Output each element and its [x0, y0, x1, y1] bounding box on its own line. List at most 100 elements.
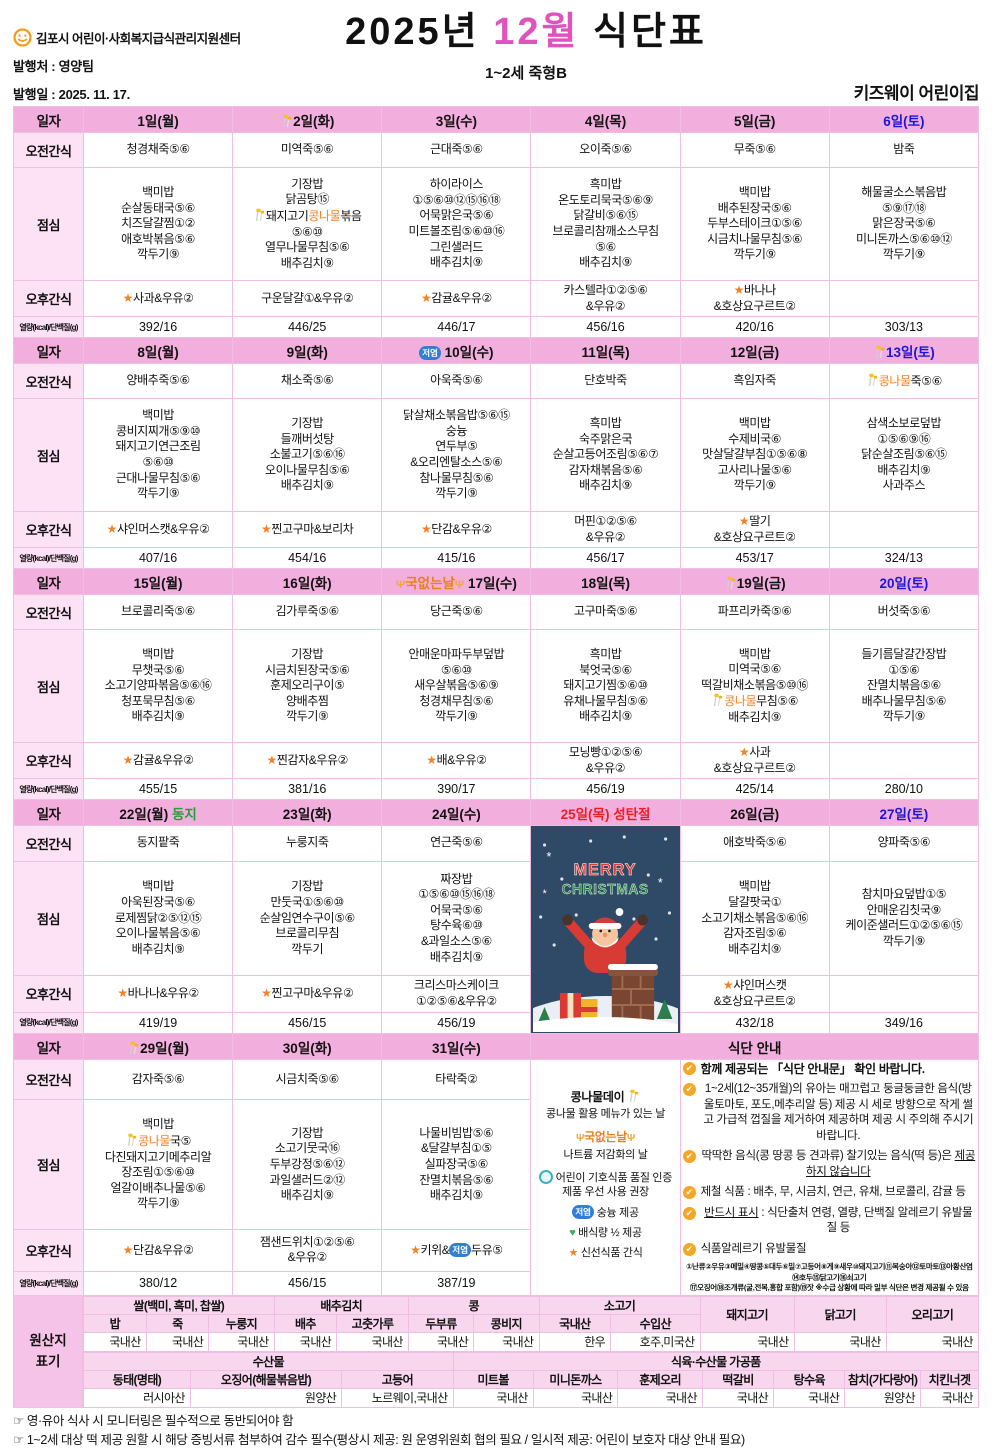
origin-group-header: 콩	[407, 1295, 540, 1315]
guide-check-item: ✔ 함께 제공되는 「식단 안내문」 확인 바랍니다.	[682, 1061, 976, 1077]
fresh-snack-star-icon: ★	[738, 513, 750, 528]
christmas-illustration: * * * MERRY CHRISTMAS	[533, 827, 678, 1032]
origin-group-header: 배추김치	[273, 1295, 409, 1315]
pm-snack-cell	[828, 280, 980, 317]
origin-value-cell: 국내산	[793, 1331, 887, 1352]
lunch-cell: 기장밥 소고기뭇국⑯ 두부강정⑤⑥⑫ 과일샐러드②⑫ 배추김치⑨	[232, 1099, 383, 1231]
row-label-kcal: 열량(kcal)/단백질(g)	[13, 547, 84, 569]
check-icon: ✔	[682, 1150, 696, 1164]
am-snack-cell: 김가루죽⑤⑥	[232, 594, 383, 630]
date-cell: 8일(월)	[82, 337, 234, 364]
footnote-2: ☞ 1~2세 대상 떡 제공 원할 시 해당 증빙서류 첨부하여 감수 필수(평…	[13, 1432, 745, 1447]
origin-row: 쌀(백미, 흑미, 찹쌀) 배추김치 콩 소고기 돼지고기 닭고기 오리고기	[83, 1295, 980, 1333]
origin-item-header: 동태(명태)	[83, 1369, 191, 1389]
origin-item-header: 미니돈까스	[532, 1369, 619, 1389]
kcal-cell: 425/14	[679, 778, 830, 800]
org-line: 김포시 어린이·사회복지급식관리지원센터	[13, 28, 268, 47]
lunch-cell: 기장밥 시금치된장국⑤⑥ 훈제오리구이⑤ 양배추찜 깍두기⑨	[232, 629, 383, 743]
row-label-am-snack: 오전간식	[13, 132, 84, 168]
lunch-cell: 백미밥 수제비국⑥ 맛살달걀부침①⑤⑥⑧ 고사리나물⑤⑥ 깍두기⑨	[679, 398, 830, 512]
fresh-snack-star-icon: ★	[568, 1247, 579, 1259]
fresh-snack-star-icon: ★	[420, 290, 432, 305]
menu-row: 점심 백미밥 순살동태국⑤⑥ 치즈달걀찜①② 애호박볶음⑤⑥ 깍두기⑨ 기장밥 닭곰탕⑮ 돼지고…	[13, 167, 980, 281]
origin-item-header: 두부류	[407, 1313, 475, 1333]
date-cell: 27일(토)	[828, 799, 980, 826]
date-cell: 31일(수)	[381, 1033, 532, 1060]
kcal-cell: 446/17	[381, 316, 532, 338]
no-soup-day-badge: Ψ국없는날Ψ	[395, 575, 465, 591]
pm-snack-cell: 머핀①②⑤⑥ &우유②	[530, 511, 681, 548]
sprout-icon	[127, 1133, 137, 1147]
origin-value-cell: 국내산	[407, 1331, 475, 1352]
sprout-icon	[630, 1089, 639, 1103]
origin-group-header: 닭고기	[793, 1295, 887, 1333]
row-label-date: 일자	[13, 106, 84, 133]
origin-group-header: 오리고기	[885, 1295, 980, 1333]
guide-legend-panel: 콩나물데이 콩나물 활용 메뉴가 있는 날 Ψ국없는날Ψ 나트륨 저감화의 날 어린…	[530, 1059, 681, 1296]
am-snack-cell: 연근죽⑤⑥	[381, 825, 532, 862]
am-snack-cell: 양배추죽⑤⑥	[82, 363, 234, 399]
kcal-cell: 456/17	[530, 547, 681, 569]
pm-snack-cell: ★샤인머스캣&우유②	[82, 511, 234, 548]
fresh-snack-star-icon: ★	[410, 1242, 421, 1257]
am-snack-cell: 단호박죽	[530, 363, 681, 399]
row-label-lunch: 점심	[13, 629, 84, 743]
date-cell: 20일(토)	[828, 568, 980, 595]
guide-checklist-panel: ✔ 함께 제공되는 「식단 안내문」 확인 바랍니다. ✔ 1~2세(12~35개월)…	[679, 1059, 980, 1296]
title-year: 2025년	[345, 11, 480, 53]
lunch-cell: 기장밥 닭곰탕⑮ 돼지고기콩나물볶음 ⑤⑥⑩ 열무나물무침⑤⑥ 배추김치⑨	[232, 167, 383, 281]
origin-value-cell: 국내산	[336, 1331, 409, 1352]
origin-value-cell: 러시아산	[83, 1387, 191, 1408]
date-cell: 26일(금)	[679, 799, 830, 826]
pm-snack-cell: ★샤인머스캣 &호상요구르트②	[679, 975, 830, 1013]
lunch-cell: 닭살채소볶음밥⑤⑥⑮ 숭늉 연두부⑤ &오리엔탈소스⑤⑥ 참나물무침⑤⑥ 깍두기⑨	[381, 398, 532, 512]
kcal-cell: 446/25	[232, 316, 383, 338]
row-label-pm-snack: 오후간식	[13, 742, 84, 779]
row-label-lunch: 점심	[13, 860, 84, 977]
am-snack-cell: 애호박죽⑤⑥	[679, 825, 830, 862]
menu-row: 일자 15일(월) 16일(화) Ψ국없는날Ψ 17일(수) 18일(목) 19일(금) 2…	[13, 568, 980, 595]
kcal-cell: 456/15	[232, 1011, 383, 1035]
row-label-lunch: 점심	[13, 167, 84, 281]
origin-value-cell: 원양산	[844, 1387, 922, 1408]
check-icon: ✔	[682, 1186, 696, 1200]
origin-table: 수산물 식육·수산물 가공품 동태(명태) 오징어(해물볶음밥) 고등어 미트볼 미니돈까스…	[83, 1351, 980, 1408]
am-snack-cell: 파프리카죽⑤⑥	[679, 594, 830, 630]
origin-value-cell: 국내산	[699, 1331, 795, 1352]
am-snack-cell: 양파죽⑤⑥	[828, 825, 980, 862]
sprout-icon	[282, 114, 292, 127]
smiley-logo-icon	[13, 28, 32, 47]
origin-value-cell: 노르웨이,국내산	[341, 1387, 454, 1408]
pm-snack-cell: 잼샌드위치①②⑤⑥ &우유②	[232, 1229, 383, 1272]
am-snack-cell: 채소죽⑤⑥	[232, 363, 383, 399]
am-snack-cell: 아욱죽⑤⑥	[381, 363, 532, 399]
pm-snack-cell: ★사과 &호상요구르트②	[679, 742, 830, 779]
page-title: 2025년 12월 식단표	[268, 11, 784, 54]
fresh-snack-star-icon: ★	[117, 986, 128, 1001]
fresh-snack-star-icon: ★	[122, 1242, 134, 1257]
menu-row: 오전간식 양배추죽⑤⑥ 채소죽⑤⑥ 아욱죽⑤⑥ 단호박죽 흑임자죽 콩나물죽⑤⑥	[13, 363, 980, 399]
origin-row: 러시아산 원양산 노르웨이,국내산 국내산 국내산 국내산 국내산 국내산 원양산 국내산	[83, 1387, 979, 1408]
lunch-cell: 해물굴소스볶음밥 ⑤⑨⑰⑱ 맑은장국⑤⑥ 미니돈까스⑤⑥⑩⑫ 깍두기⑨	[828, 167, 980, 281]
pm-snack-cell	[828, 742, 980, 779]
menu-row: 점심 백미밥 콩비지찌개⑤⑨⑩ 돼지고기연근조림 ⑤⑥⑩ 근대나물무침⑤⑥ 깍두기⑨ 기장밥 들…	[13, 398, 980, 512]
menu-table: 일자 1일(월) 2일(화) 3일(수) 4일(목) 5일(금) 6일(토) 오전간식 청경채죽…	[13, 106, 980, 1296]
daycare-name: 키즈웨이 어린이집	[853, 84, 980, 103]
lunch-cell: 백미밥 순살동태국⑤⑥ 치즈달걀찜①② 애호박볶음⑤⑥ 깍두기⑨	[82, 167, 234, 281]
am-snack-cell: 브로콜리죽⑤⑥	[82, 594, 234, 630]
guide-check-item: ✔ 식품알레르기 유발물질	[682, 1242, 976, 1258]
origin-item-header: 참치(가다랑어)	[844, 1369, 922, 1389]
svg-text:*: *	[658, 875, 663, 890]
row-label-date: 일자	[13, 1033, 84, 1060]
kcal-cell: 387/19	[381, 1270, 532, 1296]
origin-item-header: 떡갈비	[701, 1369, 775, 1389]
origin-item-header: 누룽지	[208, 1313, 275, 1333]
menu-row: 열량(kcal)/단백질(g) 455/15 381/16 390/17 456/19 4…	[13, 778, 980, 800]
kcal-cell: 392/16	[82, 316, 234, 338]
origin-item-header: 치킨너겟	[920, 1369, 979, 1389]
low-salt-badge: 저염	[419, 345, 441, 360]
kcal-cell: 456/19	[530, 778, 681, 800]
date-cell: Ψ국없는날Ψ 17일(수)	[381, 568, 532, 595]
date-cell: 11일(목)	[530, 337, 681, 364]
pm-snack-cell: ★감귤&우유②	[82, 742, 234, 779]
